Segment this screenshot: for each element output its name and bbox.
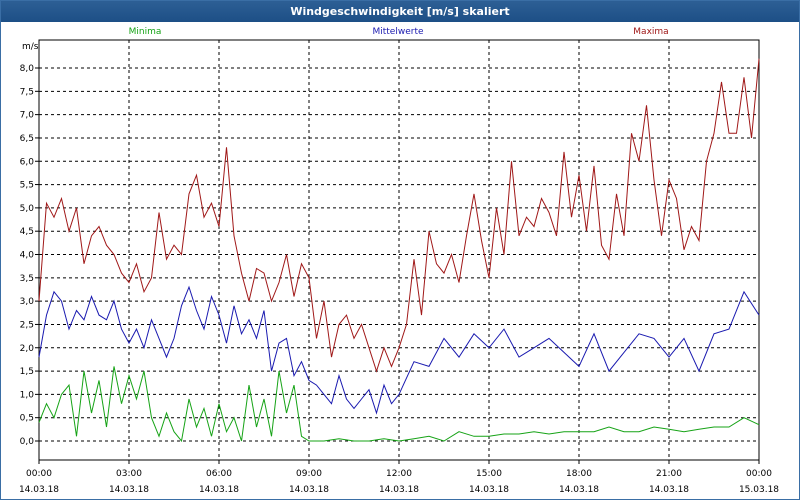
y-tick-label: 1,0 xyxy=(20,390,35,400)
x-tick-date: 14.03.18 xyxy=(559,485,599,495)
y-tick-label: 4,0 xyxy=(20,251,35,261)
y-tick-label: 4,5 xyxy=(20,227,34,237)
y-axis-unit: m/s xyxy=(22,42,39,52)
y-tick-label: 0,0 xyxy=(20,437,35,447)
y-tick-label: 5,5 xyxy=(20,181,34,191)
grid xyxy=(38,40,760,460)
x-tick-time: 06:00 xyxy=(206,469,232,479)
x-tick-time: 12:00 xyxy=(386,469,412,479)
y-tick-label: 5,0 xyxy=(20,204,35,214)
y-tick-label: 0,5 xyxy=(20,414,34,424)
series-line-mittelwerte xyxy=(38,285,760,415)
x-tick-time: 00:00 xyxy=(746,469,772,479)
y-tick-label: 2,0 xyxy=(20,344,35,354)
x-tick-date: 14.03.18 xyxy=(649,485,689,495)
x-tick-time: 00:00 xyxy=(26,469,52,479)
x-tick-date: 14.03.18 xyxy=(19,485,59,495)
x-tick-labels: 00:00 14.03.18 03:00 14.03.18 06:00 14.03.18 0… xyxy=(19,460,779,495)
x-tick-time: 21:00 xyxy=(656,469,682,479)
y-tick-label: 1,5 xyxy=(20,367,34,377)
y-tick-label: 7,0 xyxy=(20,111,35,121)
y-tick-labels: 0,0 0,5 1,0 1,5 2,0 2,5 3,0 3,5 4,0 4,5 5,0 5,5 6,0 6… xyxy=(20,64,39,447)
y-tick-label: 6,0 xyxy=(20,157,35,167)
y-tick-label: 6,5 xyxy=(20,134,34,144)
series-line-minima xyxy=(38,366,760,443)
x-tick-date: 14.03.18 xyxy=(289,485,329,495)
series-line-maxima xyxy=(38,58,760,373)
x-tick-date: 14.03.18 xyxy=(469,485,509,495)
y-tick-label: 7,5 xyxy=(20,87,34,97)
x-tick-date: 15.03.18 xyxy=(739,485,779,495)
legend: Minima Mittelwerte Maxima xyxy=(129,27,669,37)
legend-minima: Minima xyxy=(129,27,162,37)
x-tick-date: 14.03.18 xyxy=(199,485,239,495)
x-tick-time: 15:00 xyxy=(476,469,502,479)
data-series xyxy=(38,58,760,443)
x-tick-time: 09:00 xyxy=(296,469,322,479)
y-tick-label: 3,5 xyxy=(20,274,34,284)
window-title: Windgeschwindigkeit [m/s] skaliert xyxy=(1,1,799,22)
y-tick-label: 3,0 xyxy=(20,297,35,307)
x-tick-time: 18:00 xyxy=(566,469,592,479)
x-tick-date: 14.03.18 xyxy=(109,485,149,495)
x-tick-time: 03:00 xyxy=(116,469,142,479)
x-tick-date: 14.03.18 xyxy=(379,485,419,495)
legend-mittelwerte: Mittelwerte xyxy=(372,27,423,37)
legend-maxima: Maxima xyxy=(633,27,668,37)
y-tick-label: 2,5 xyxy=(20,320,34,330)
y-tick-label: 8,0 xyxy=(20,64,35,74)
